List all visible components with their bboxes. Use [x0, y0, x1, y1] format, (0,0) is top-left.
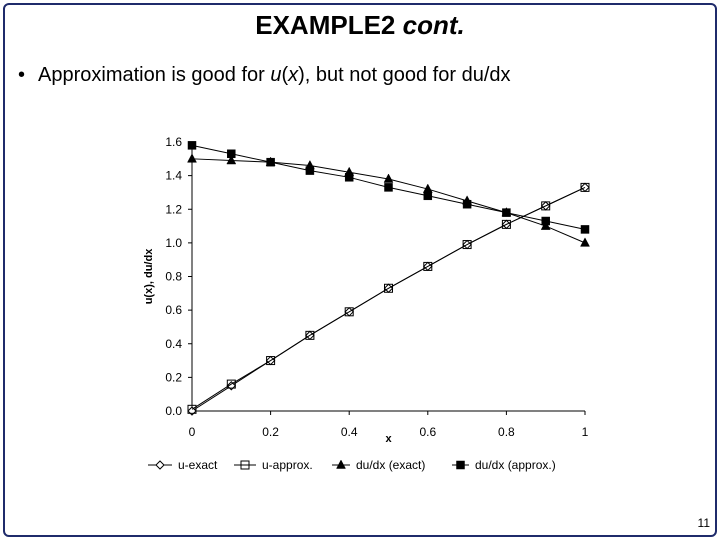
slide-title: EXAMPLE2 cont. [0, 10, 720, 41]
y-axis-title: u(x), du/dx [143, 248, 155, 304]
data-point [383, 173, 394, 183]
page-number: 11 [697, 516, 710, 530]
data-point [462, 199, 472, 209]
series-du-dx-exact [187, 153, 590, 247]
data-point [344, 307, 354, 317]
legend-marker [155, 460, 165, 470]
bullet-text-part2: ), but not good for du/dx [298, 64, 511, 86]
data-point [580, 225, 590, 234]
legend-item: du/dx (approx.) [452, 458, 556, 472]
data-point [580, 182, 590, 192]
slide-title-emphasis: cont. [402, 10, 465, 40]
series-line [191, 186, 586, 410]
data-point [266, 157, 275, 167]
data-point [541, 201, 551, 211]
legend-label: u-exact [178, 458, 218, 472]
y-tick-label: 0.6 [165, 303, 182, 317]
y-tick-label: 0.2 [165, 370, 182, 384]
y-tick-label: 1.4 [165, 169, 182, 183]
bullet-text-part1: Approximation is good for [38, 64, 271, 86]
y-tick-label: 0.8 [165, 270, 182, 284]
data-point [187, 141, 197, 150]
data-point [580, 237, 590, 247]
data-point [344, 173, 354, 182]
data-point [423, 191, 433, 201]
bullet-text-x: x [288, 64, 299, 86]
data-point [226, 379, 236, 389]
bullet-symbol: • [18, 64, 26, 86]
bullet-text-paren: ( [281, 64, 289, 86]
data-point [305, 330, 315, 340]
legend-label: du/dx (exact) [356, 458, 425, 472]
series-du-dx-approx [187, 141, 590, 234]
legend-marker [240, 460, 250, 470]
series-line [191, 186, 586, 412]
bullet-item: • Approximation is good for u(x), but not… [18, 64, 511, 87]
y-tick-label: 0.0 [165, 404, 182, 418]
data-point [501, 219, 511, 229]
data-point [384, 283, 393, 293]
series-u-exact [187, 182, 590, 416]
x-tick-label: 0.4 [341, 425, 358, 439]
legend-item: du/dx (exact) [332, 458, 425, 472]
legend-marker [336, 459, 346, 469]
bullet-text: Approximation is good for u(x), but not … [38, 64, 511, 86]
data-point [462, 240, 472, 250]
slide-frame [3, 3, 717, 537]
x-tick-label: 0.6 [419, 425, 436, 439]
data-point [502, 208, 511, 217]
data-point [540, 220, 551, 230]
data-point [187, 404, 197, 414]
data-point [187, 153, 197, 163]
y-tick-label: 1.2 [165, 202, 182, 216]
y-tick-label: 1.0 [165, 236, 182, 250]
series-line [191, 158, 586, 244]
legend-item: u-approx. [234, 458, 313, 472]
slide-title-main: EXAMPLE2 [255, 10, 403, 40]
data-point [305, 166, 315, 175]
x-tick-label: 0.2 [262, 425, 279, 439]
legend-label: u-approx. [262, 458, 313, 472]
series-u-approx [187, 182, 590, 414]
legend-marker [456, 460, 465, 470]
bullet-text-u: u [270, 64, 282, 86]
data-point [384, 183, 393, 192]
y-tick-label: 1.6 [165, 135, 182, 149]
data-point [423, 261, 433, 271]
data-point [226, 154, 237, 165]
x-tick-label: 0 [189, 425, 196, 439]
data-point [266, 356, 276, 366]
x-tick-label: 1 [582, 425, 589, 439]
legend-item: u-exact [148, 458, 218, 472]
plot-area: 0.0 0.2 0.4 0.6 0.8 1.0 1.2 1.4 1.6 0 0.2 0.4 0.6 0.8… [143, 135, 590, 472]
x-axis-title: x [385, 433, 392, 445]
data-point [541, 216, 550, 226]
y-tick-label: 0.4 [165, 337, 182, 351]
x-tick-label: 0.8 [498, 425, 515, 439]
legend-label: du/dx (approx.) [475, 458, 556, 472]
data-point [227, 149, 236, 159]
